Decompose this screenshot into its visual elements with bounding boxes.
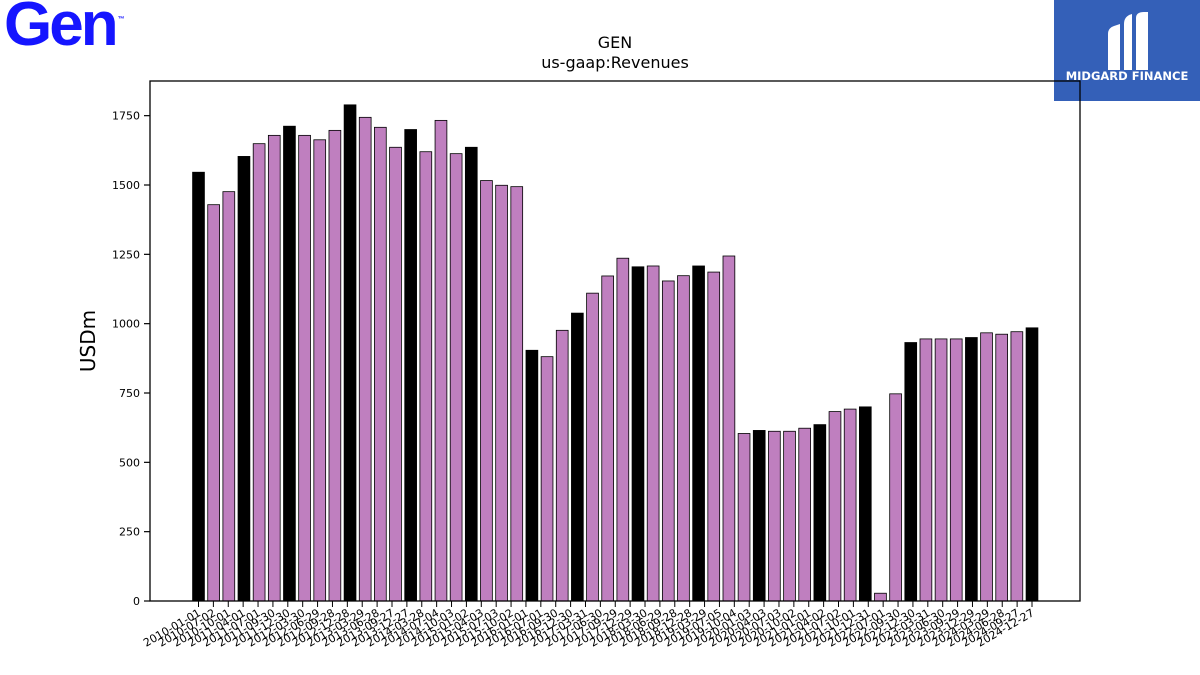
bar bbox=[646, 265, 660, 602]
y-axis-label: USDm bbox=[76, 310, 100, 372]
bar bbox=[298, 134, 311, 602]
bar bbox=[949, 338, 963, 602]
gen-logo-tm: ™ bbox=[117, 16, 125, 23]
chart-subtitle: us-gaap:Revenues bbox=[541, 53, 689, 72]
bar bbox=[874, 592, 887, 602]
bar bbox=[283, 125, 296, 602]
bars-group bbox=[192, 104, 1039, 602]
plot-frame bbox=[149, 80, 1081, 602]
y-tick-label: 750 bbox=[119, 387, 140, 400]
bar bbox=[919, 338, 933, 602]
bar bbox=[480, 180, 493, 602]
bar bbox=[449, 153, 463, 602]
bar bbox=[525, 349, 539, 602]
bar bbox=[328, 129, 342, 602]
bar bbox=[237, 156, 251, 602]
gen-logo-text: Gen bbox=[4, 0, 119, 59]
bar bbox=[828, 411, 842, 602]
bar bbox=[934, 338, 948, 602]
bar bbox=[904, 342, 918, 602]
midgard-mark-icon bbox=[1108, 12, 1148, 70]
bar bbox=[464, 146, 478, 602]
midgard-finance-logo: MIDGARD FINANCE bbox=[1054, 0, 1200, 101]
bar bbox=[586, 292, 599, 602]
y-tick-label: 1250 bbox=[112, 248, 140, 261]
y-tick-label: 0 bbox=[133, 595, 140, 608]
bar bbox=[843, 408, 857, 602]
bar bbox=[752, 430, 766, 602]
bar bbox=[222, 191, 236, 602]
y-tick-label: 1750 bbox=[112, 110, 140, 123]
bar bbox=[207, 204, 220, 602]
x-axis: 2010-01-012010-07-022010-10-012011-04-01… bbox=[141, 601, 1037, 650]
bar bbox=[313, 139, 327, 602]
bar bbox=[495, 184, 508, 602]
y-tick-label: 1000 bbox=[112, 318, 140, 331]
bar bbox=[1025, 327, 1039, 602]
bar bbox=[783, 430, 796, 602]
y-tick-label: 500 bbox=[119, 456, 140, 469]
bar bbox=[768, 430, 781, 602]
bar bbox=[965, 337, 978, 602]
bar bbox=[677, 275, 690, 602]
midgard-finance-text: MIDGARD FINANCE bbox=[1065, 69, 1189, 83]
bar bbox=[404, 129, 417, 602]
bar bbox=[571, 312, 584, 602]
bar bbox=[707, 271, 721, 602]
y-axis: 0 250 500 750 1000 1250 1500 1750 bbox=[112, 110, 150, 608]
bar bbox=[510, 186, 524, 602]
chart-title: GEN bbox=[598, 33, 632, 52]
bar bbox=[601, 275, 614, 602]
bar bbox=[631, 266, 645, 602]
bar bbox=[858, 406, 872, 602]
y-tick-label: 1500 bbox=[112, 179, 140, 192]
bar bbox=[692, 265, 705, 602]
bar bbox=[889, 393, 902, 602]
bar bbox=[540, 356, 554, 602]
bar bbox=[1010, 331, 1024, 602]
bar bbox=[555, 329, 569, 602]
bar bbox=[434, 119, 448, 602]
bar bbox=[267, 134, 281, 602]
bar bbox=[616, 257, 630, 602]
bar bbox=[813, 424, 827, 602]
gen-logo: Gen ™ bbox=[4, 0, 125, 59]
bar bbox=[722, 255, 736, 602]
y-tick-label: 250 bbox=[119, 526, 140, 539]
bar bbox=[995, 333, 1009, 602]
bar bbox=[980, 332, 993, 602]
bar bbox=[358, 116, 372, 602]
bar bbox=[252, 143, 266, 602]
bar bbox=[192, 171, 205, 602]
bar bbox=[419, 151, 433, 602]
bar bbox=[737, 433, 751, 602]
bar bbox=[374, 126, 387, 602]
bar bbox=[798, 427, 811, 602]
bar bbox=[661, 280, 675, 602]
bar bbox=[389, 146, 402, 602]
bar bbox=[343, 104, 357, 602]
